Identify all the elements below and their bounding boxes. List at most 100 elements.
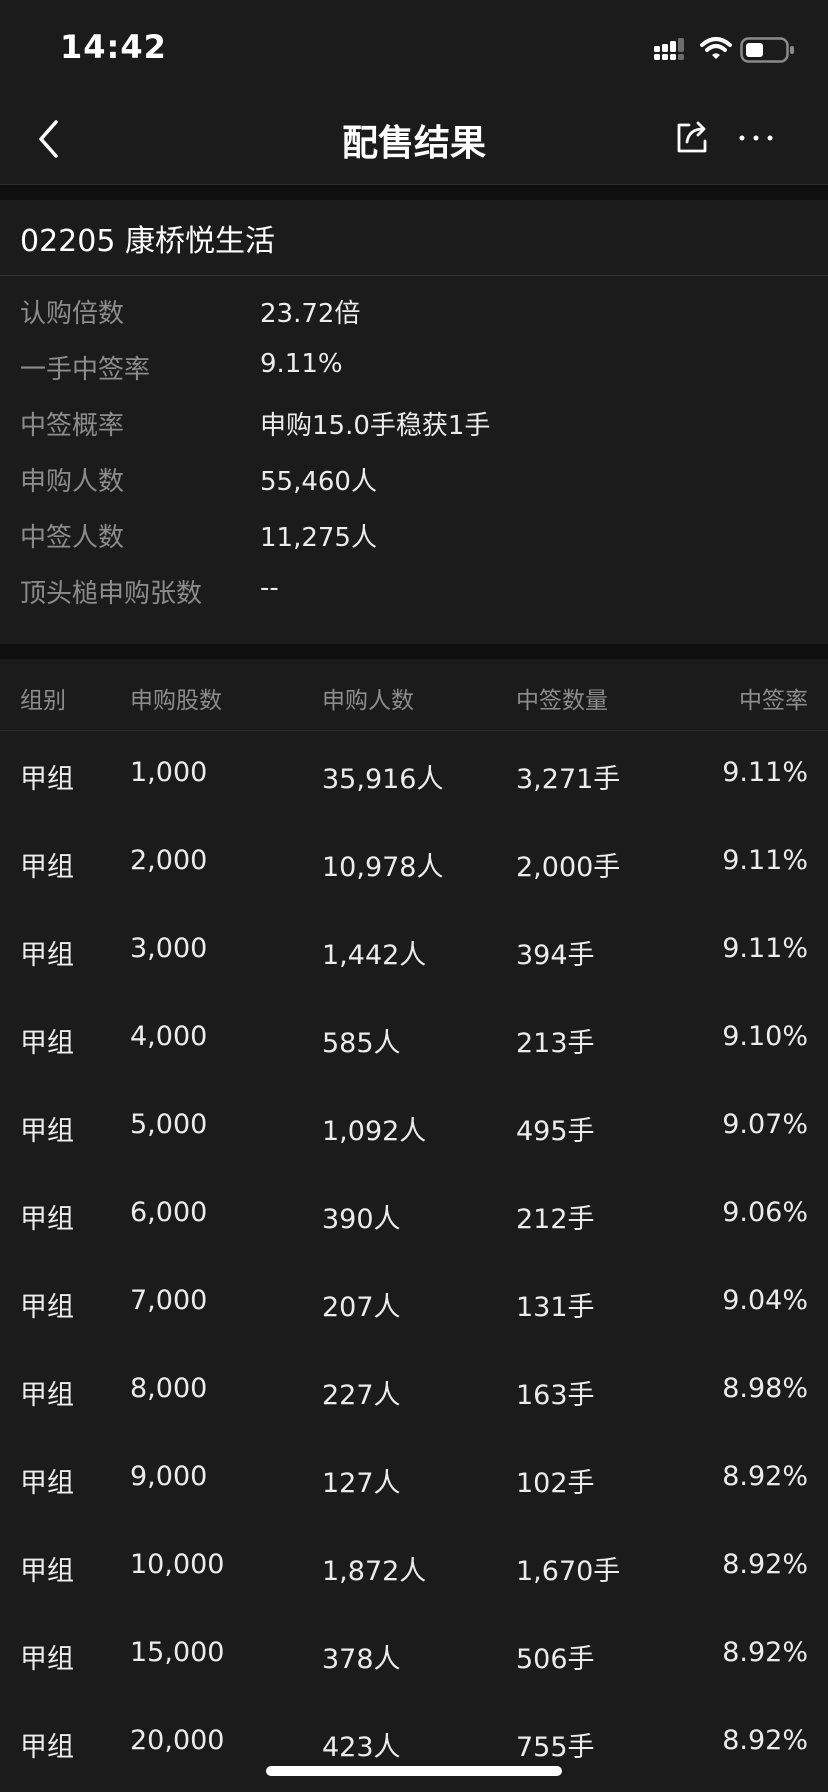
cell-allotted-lots: 755手: [516, 1732, 595, 1763]
header-group: 组别: [20, 688, 66, 714]
cell-applicants: 1,872人: [322, 1556, 427, 1587]
info-value: 申购15.0手稳获1手: [260, 411, 491, 441]
table-row[interactable]: 甲组 15,000 378人 506手 8.92%: [0, 1611, 828, 1699]
status-bar: 14:42: [0, 0, 828, 94]
info-row-applicants: 申购人数 55,460人: [0, 449, 828, 505]
table-row[interactable]: 甲组 10,000 1,872人 1,670手 8.92%: [0, 1523, 828, 1611]
cell-allotted-lots: 131手: [516, 1292, 595, 1323]
info-label: 认购倍数: [20, 299, 125, 329]
cell-shares: 5,000: [130, 1109, 208, 1140]
cell-allotted-lots: 506手: [516, 1644, 595, 1675]
cell-applicants: 390人: [322, 1204, 401, 1235]
cell-shares: 1,000: [130, 757, 208, 788]
section-divider: [0, 185, 828, 200]
divider: [0, 275, 828, 276]
table-row[interactable]: 甲组 9,000 127人 102手 8.92%: [0, 1435, 828, 1523]
cell-shares: 7,000: [130, 1285, 208, 1316]
cell-shares: 9,000: [130, 1461, 208, 1492]
cell-shares: 4,000: [130, 1021, 208, 1052]
cell-allotted-lots: 3,271手: [516, 764, 621, 795]
home-indicator[interactable]: [266, 1766, 562, 1776]
info-value: 11,275人: [260, 523, 377, 553]
info-label: 一手中签率: [20, 355, 151, 385]
cell-allotted-lots: 2,000手: [516, 852, 621, 883]
cell-applicants: 10,978人: [322, 852, 444, 883]
cell-allotted-lots: 212手: [516, 1204, 595, 1235]
cell-group: 甲组: [20, 1644, 74, 1675]
cell-shares: 10,000: [130, 1549, 225, 1580]
cell-applicants: 423人: [322, 1732, 401, 1763]
section-divider: [0, 644, 828, 659]
cell-allotted-lots: 394手: [516, 940, 595, 971]
cell-rate: 8.92%: [722, 1549, 808, 1580]
cell-shares: 15,000: [130, 1637, 225, 1668]
share-icon[interactable]: [672, 118, 712, 158]
cell-shares: 20,000: [130, 1725, 225, 1756]
cell-rate: 9.10%: [722, 1021, 808, 1052]
header-shares: 申购股数: [130, 688, 222, 714]
info-row-win-probability: 中签概率 申购15.0手稳获1手: [0, 393, 828, 449]
cell-group: 甲组: [20, 1380, 74, 1411]
info-label: 顶头槌申购张数: [20, 579, 203, 609]
table-header: 组别 申购股数 申购人数 中签数量 中签率: [0, 659, 828, 731]
info-value: 9.11%: [260, 349, 343, 379]
cell-applicants: 585人: [322, 1028, 401, 1059]
cell-group: 甲组: [20, 1292, 74, 1323]
status-time: 14:42: [60, 28, 167, 66]
navigation-bar: 配售结果: [0, 94, 828, 185]
back-icon[interactable]: [34, 118, 64, 160]
info-row-one-lot-rate: 一手中签率 9.11%: [0, 337, 828, 393]
signal-icon: [654, 38, 684, 60]
cell-applicants: 378人: [322, 1644, 401, 1675]
cell-group: 甲组: [20, 852, 74, 883]
cell-shares: 8,000: [130, 1373, 208, 1404]
table-row[interactable]: 甲组 5,000 1,092人 495手 9.07%: [0, 1083, 828, 1171]
cell-rate: 9.11%: [722, 757, 808, 788]
table-row[interactable]: 甲组 6,000 390人 212手 9.06%: [0, 1171, 828, 1259]
cell-rate: 9.11%: [722, 933, 808, 964]
cell-allotted-lots: 495手: [516, 1116, 595, 1147]
cell-rate: 9.04%: [722, 1285, 808, 1316]
cell-allotted-lots: 163手: [516, 1380, 595, 1411]
cell-group: 甲组: [20, 1028, 74, 1059]
cell-group: 甲组: [20, 1468, 74, 1499]
cell-rate: 8.98%: [722, 1373, 808, 1404]
table-row[interactable]: 甲组 4,000 585人 213手 9.10%: [0, 995, 828, 1083]
cell-group: 甲组: [20, 1116, 74, 1147]
table-row[interactable]: 甲组 8,000 227人 163手 8.98%: [0, 1347, 828, 1435]
cell-shares: 2,000: [130, 845, 208, 876]
cell-rate: 9.11%: [722, 845, 808, 876]
wifi-icon: [700, 37, 732, 59]
info-value: --: [260, 573, 279, 603]
header-rate: 中签率: [739, 688, 808, 714]
cell-group: 甲组: [20, 1732, 74, 1763]
cell-allotted-lots: 213手: [516, 1028, 595, 1059]
cell-applicants: 1,442人: [322, 940, 427, 971]
cell-applicants: 35,916人: [322, 764, 444, 795]
cell-rate: 9.07%: [722, 1109, 808, 1140]
cell-applicants: 1,092人: [322, 1116, 427, 1147]
info-label: 中签人数: [20, 523, 125, 553]
info-label: 申购人数: [20, 467, 125, 497]
table-row[interactable]: 甲组 3,000 1,442人 394手 9.11%: [0, 907, 828, 995]
table-row[interactable]: 甲组 20,000 423人 755手 8.92%: [0, 1699, 828, 1787]
cell-group: 甲组: [20, 764, 74, 795]
table-row[interactable]: 甲组 1,000 35,916人 3,271手 9.11%: [0, 731, 828, 819]
more-icon[interactable]: [738, 130, 774, 146]
cell-group: 甲组: [20, 1556, 74, 1587]
cell-rate: 8.92%: [722, 1725, 808, 1756]
cell-group: 甲组: [20, 1204, 74, 1235]
battery-icon: [740, 37, 794, 63]
table-row[interactable]: 甲组 7,000 207人 131手 9.04%: [0, 1259, 828, 1347]
info-value: 23.72倍: [260, 299, 361, 329]
cell-allotted-lots: 102手: [516, 1468, 595, 1499]
info-value: 55,460人: [260, 467, 377, 497]
cell-group: 甲组: [20, 940, 74, 971]
cell-rate: 8.92%: [722, 1461, 808, 1492]
cell-shares: 3,000: [130, 933, 208, 964]
table-row[interactable]: 甲组 2,000 10,978人 2,000手 9.11%: [0, 819, 828, 907]
allotment-summary: 02205 康桥悦生活 认购倍数 23.72倍 一手中签率 9.11% 中签概率…: [0, 200, 828, 644]
allotment-table: 组别 申购股数 申购人数 中签数量 中签率 甲组 1,000 35,916人 3…: [0, 659, 828, 1792]
cell-rate: 8.92%: [722, 1637, 808, 1668]
cell-shares: 6,000: [130, 1197, 208, 1228]
